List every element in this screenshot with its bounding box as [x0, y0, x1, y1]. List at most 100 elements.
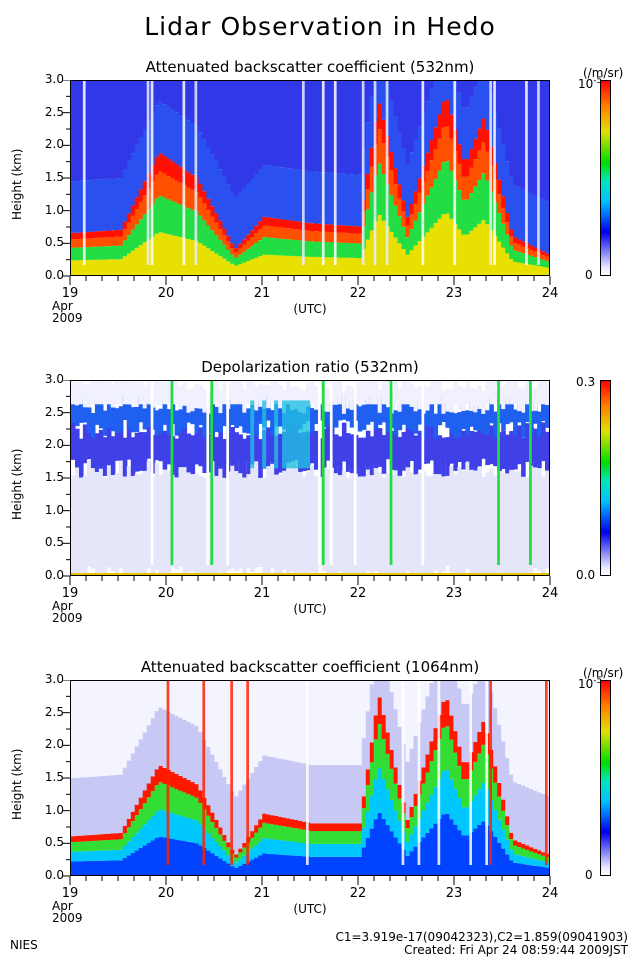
heatmap-cell	[290, 81, 295, 169]
heatmap-cell	[509, 832, 514, 840]
heatmap-cell	[381, 435, 387, 474]
heatmap-cell	[541, 255, 546, 260]
heatmap-cell	[114, 860, 120, 875]
heatmap-cell	[537, 792, 542, 851]
heatmap-cell	[361, 681, 367, 739]
heatmap-cell	[397, 405, 403, 431]
heatmap-cell	[278, 758, 283, 817]
heatmap-cell	[445, 459, 450, 566]
heatmap-cell	[310, 171, 315, 224]
heatmap-cell	[429, 828, 435, 875]
heatmap-cell	[134, 473, 140, 575]
heatmap-cell	[110, 775, 116, 834]
heatmap-cell	[266, 384, 271, 409]
heatmap-cell	[541, 266, 546, 275]
heatmap-cell	[154, 769, 160, 786]
heatmap-cell	[98, 681, 104, 777]
heatmap-cell	[509, 467, 514, 574]
heatmap-cell	[409, 851, 415, 875]
heatmap-cell	[321, 856, 327, 875]
heatmap-cell	[529, 249, 534, 256]
heatmap-cell	[341, 831, 347, 844]
heatmap-cell	[126, 855, 132, 875]
heatmap-cell	[79, 260, 84, 275]
footer-institution: NIES	[10, 938, 38, 952]
heatmap-cell	[102, 246, 108, 260]
panel-1-tick-marks	[62, 80, 551, 285]
heatmap-cell	[302, 476, 307, 575]
heatmap-cell	[278, 816, 283, 826]
heatmap-cell	[461, 470, 466, 575]
heatmap-cell	[409, 472, 415, 575]
heatmap-cell	[106, 775, 112, 834]
heatmap-cell	[433, 750, 439, 787]
heatmap-cell	[154, 838, 160, 875]
heatmap-cell	[477, 385, 482, 409]
heatmap-cell	[218, 229, 223, 240]
heatmap-cell	[250, 178, 255, 231]
heatmap-cell	[142, 732, 148, 791]
heatmap-cell	[357, 831, 363, 844]
heatmap-cell	[282, 400, 287, 469]
heatmap-cell	[429, 160, 435, 188]
panel-3-ytick-label: 2.0	[44, 737, 64, 752]
heatmap-cell	[425, 802, 431, 833]
heatmap-cell	[194, 797, 200, 821]
heatmap-cell	[405, 381, 411, 405]
heatmap-streak	[421, 381, 425, 565]
heatmap-cell	[238, 681, 243, 791]
heatmap-cell	[425, 475, 431, 575]
heatmap-cell	[509, 259, 514, 275]
heatmap-cell	[310, 256, 315, 275]
heatmap-cell	[214, 235, 219, 254]
heatmap-cell	[262, 225, 267, 238]
heatmap-cell	[294, 828, 299, 842]
heatmap-cell	[242, 681, 247, 785]
heatmap-cell	[214, 222, 219, 236]
heatmap-cell	[310, 424, 315, 464]
heatmap-cell	[222, 81, 227, 177]
heatmap-cell	[373, 404, 379, 430]
heatmap-cell	[453, 731, 458, 753]
heatmap-cell	[75, 835, 80, 842]
heatmap-cell	[465, 835, 470, 875]
heatmap-cell	[310, 241, 315, 257]
heatmap-cell	[206, 681, 211, 747]
heatmap-cell	[190, 435, 196, 475]
heatmap-cell	[337, 242, 343, 258]
heatmap-cell	[250, 237, 255, 246]
heatmap-cell	[254, 845, 259, 858]
heatmap-cell	[298, 169, 303, 222]
heatmap-cell	[437, 473, 443, 575]
heatmap-cell	[158, 782, 164, 810]
heatmap-cell	[345, 233, 351, 243]
heatmap-cell	[513, 782, 518, 841]
heatmap-cell	[234, 862, 239, 868]
heatmap-cell	[150, 776, 156, 792]
heatmap-cell	[102, 850, 108, 861]
heatmap-cell	[286, 855, 291, 875]
heatmap-cell	[82, 841, 88, 852]
heatmap-cell	[393, 767, 399, 784]
heatmap-cell	[425, 832, 431, 875]
heatmap-streak	[485, 681, 488, 865]
heatmap-cell	[493, 809, 498, 837]
heatmap-cell	[529, 81, 534, 194]
heatmap-cell	[401, 226, 407, 249]
heatmap-cell	[230, 243, 235, 248]
heatmap-cell	[106, 833, 112, 840]
heatmap-cell	[517, 239, 522, 245]
heatmap-cell	[521, 81, 526, 190]
heatmap-cell	[150, 791, 156, 816]
heatmap-cell	[365, 430, 371, 470]
heatmap-cell	[106, 403, 112, 429]
heatmap-cell	[325, 421, 331, 461]
heatmap-cell	[401, 381, 407, 405]
heatmap-cell	[369, 681, 375, 685]
heatmap-cell	[122, 767, 128, 826]
heatmap-cell	[409, 250, 415, 275]
heatmap-cell	[102, 259, 108, 275]
heatmap-cell	[114, 473, 120, 575]
heatmap-cell	[445, 161, 450, 214]
heatmap-cell	[242, 847, 247, 856]
